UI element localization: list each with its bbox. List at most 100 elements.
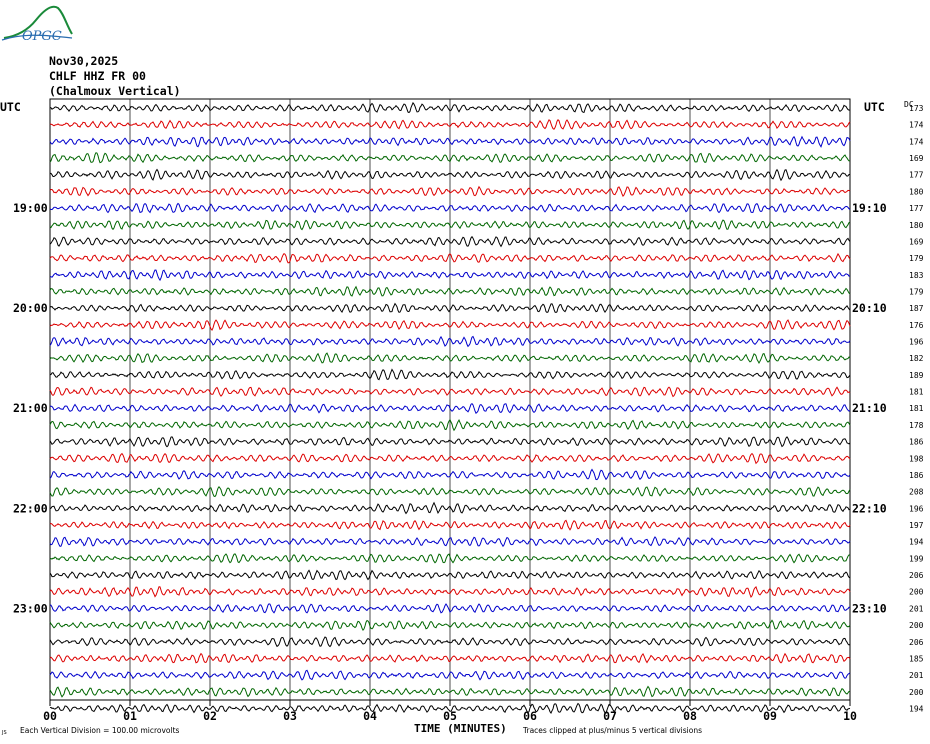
right-hour-label: 21:10 — [852, 401, 887, 415]
trace-36 — [49, 685, 851, 698]
vertical-gridlines — [129, 99, 771, 700]
dc-offset-label: 176 — [909, 321, 924, 330]
trace-33 — [49, 636, 851, 648]
trace-22 — [49, 452, 851, 465]
x-tick-label: 05 — [443, 709, 457, 723]
trace-32 — [49, 619, 851, 631]
left-hour-label: 23:00 — [13, 601, 48, 615]
right-hour-label: 19:10 — [852, 201, 887, 215]
trace-17 — [49, 368, 851, 381]
dc-offset-label: 180 — [909, 221, 924, 230]
dc-offset-label: 189 — [909, 371, 924, 380]
trace-1 — [49, 101, 851, 114]
trace-3 — [49, 135, 851, 148]
trace-34 — [49, 652, 851, 664]
x-tick-label: 07 — [603, 709, 617, 723]
footer-left-mark: JS — [1, 730, 7, 736]
trace-2 — [49, 119, 851, 130]
dc-offset-label: 208 — [909, 488, 924, 497]
trace-11 — [49, 269, 850, 282]
x-tick-label: 08 — [683, 709, 697, 723]
trace-8 — [49, 219, 851, 231]
trace-28 — [49, 553, 851, 564]
left-hour-label: 21:00 — [13, 401, 48, 415]
x-tick-label: 00 — [43, 709, 57, 723]
trace-27 — [49, 536, 851, 548]
trace-13 — [49, 302, 851, 314]
trace-23 — [49, 468, 851, 481]
dc-offset-label: 201 — [909, 671, 924, 680]
trace-30 — [49, 586, 851, 598]
dc-offset-label: 196 — [909, 504, 924, 513]
left-hour-label: 20:00 — [13, 301, 48, 315]
dc-offset-label: 174 — [909, 137, 924, 146]
x-tick-label: 06 — [523, 709, 537, 723]
trace-12 — [49, 285, 851, 297]
dc-offset-labels: 173 174 174 169 177 180 177 180 169 179 183 179 187 1… — [909, 104, 924, 713]
footer-clip-note: Traces clipped at plus/minus 5 vertical … — [522, 726, 702, 735]
dc-offset-label: 177 — [909, 171, 924, 180]
dc-offset-label: 169 — [909, 237, 924, 246]
left-hour-label: 19:00 — [13, 201, 48, 215]
dc-offset-label: 187 — [909, 304, 924, 313]
x-tick-label: 01 — [123, 709, 137, 723]
hour-labels: 19:00 20:00 21:00 22:00 23:00 19:10 20:10 21:10… — [13, 201, 887, 615]
trace-15 — [49, 335, 851, 348]
x-axis-title: TIME (MINUTES) — [414, 722, 507, 735]
x-tick-label: 03 — [283, 709, 297, 723]
trace-9 — [49, 235, 851, 248]
x-axis-ticks: 00 01 02 03 04 05 06 07 08 09 10 — [43, 700, 857, 723]
dc-offset-label: 174 — [909, 121, 924, 130]
logo-text: OPGC — [22, 29, 62, 44]
trace-16 — [49, 352, 851, 365]
trace-14 — [49, 319, 851, 332]
dc-offset-label: 206 — [909, 571, 924, 580]
dc-offset-label: 206 — [909, 638, 924, 647]
header-date: Nov30,2025 — [49, 54, 118, 68]
dc-offset-label: 179 — [909, 287, 924, 296]
header-station: CHLF HHZ FR 00 — [49, 69, 146, 83]
dc-offset-label: 180 — [909, 187, 924, 196]
trace-37 — [49, 702, 851, 714]
dc-offset-label: 200 — [909, 688, 924, 697]
opgc-logo: OPGC — [1, 5, 73, 44]
trace-18 — [49, 386, 851, 398]
trace-26 — [49, 519, 851, 531]
dc-offset-label: 194 — [909, 538, 924, 547]
dc-offset-label: 183 — [909, 271, 924, 280]
trace-35 — [49, 669, 851, 681]
trace-25 — [49, 501, 851, 515]
dc-offset-label: 186 — [909, 438, 924, 447]
dc-offset-label: 169 — [909, 154, 924, 163]
dc-offset-label: 178 — [909, 421, 924, 430]
dc-offset-label: 200 — [909, 621, 924, 630]
dc-offset-label: 173 — [909, 104, 924, 113]
dc-offset-label: 177 — [909, 204, 924, 213]
right-hour-label: 23:10 — [852, 601, 887, 615]
right-hour-label: 20:10 — [852, 301, 887, 315]
x-tick-label: 04 — [363, 709, 377, 723]
trace-5 — [50, 168, 850, 182]
trace-10 — [49, 252, 851, 264]
trace-6 — [49, 185, 851, 197]
right-hour-label: 22:10 — [852, 501, 887, 515]
trace-4 — [49, 152, 851, 164]
dc-offset-label: 179 — [909, 254, 924, 263]
dc-offset-label: 196 — [909, 338, 924, 347]
dc-offset-label: 194 — [909, 704, 924, 713]
dc-offset-label: 181 — [909, 404, 924, 413]
dc-offset-label: 186 — [909, 471, 924, 480]
dc-offset-label: 182 — [909, 354, 924, 363]
left-axis-title: UTC — [0, 100, 21, 114]
footer-scale-note: Each Vertical Division = 100.00 microvol… — [20, 726, 180, 735]
right-axis-title: UTC — [864, 100, 885, 114]
dc-header: DC — [904, 100, 914, 109]
x-tick-label: 09 — [763, 709, 777, 723]
dc-offset-label: 198 — [909, 454, 924, 463]
dc-offset-label: 201 — [909, 604, 924, 613]
dc-offset-label: 200 — [909, 588, 924, 597]
dc-offset-label: 199 — [909, 554, 924, 563]
dc-offset-label: 181 — [909, 388, 924, 397]
x-tick-label: 02 — [203, 709, 217, 723]
